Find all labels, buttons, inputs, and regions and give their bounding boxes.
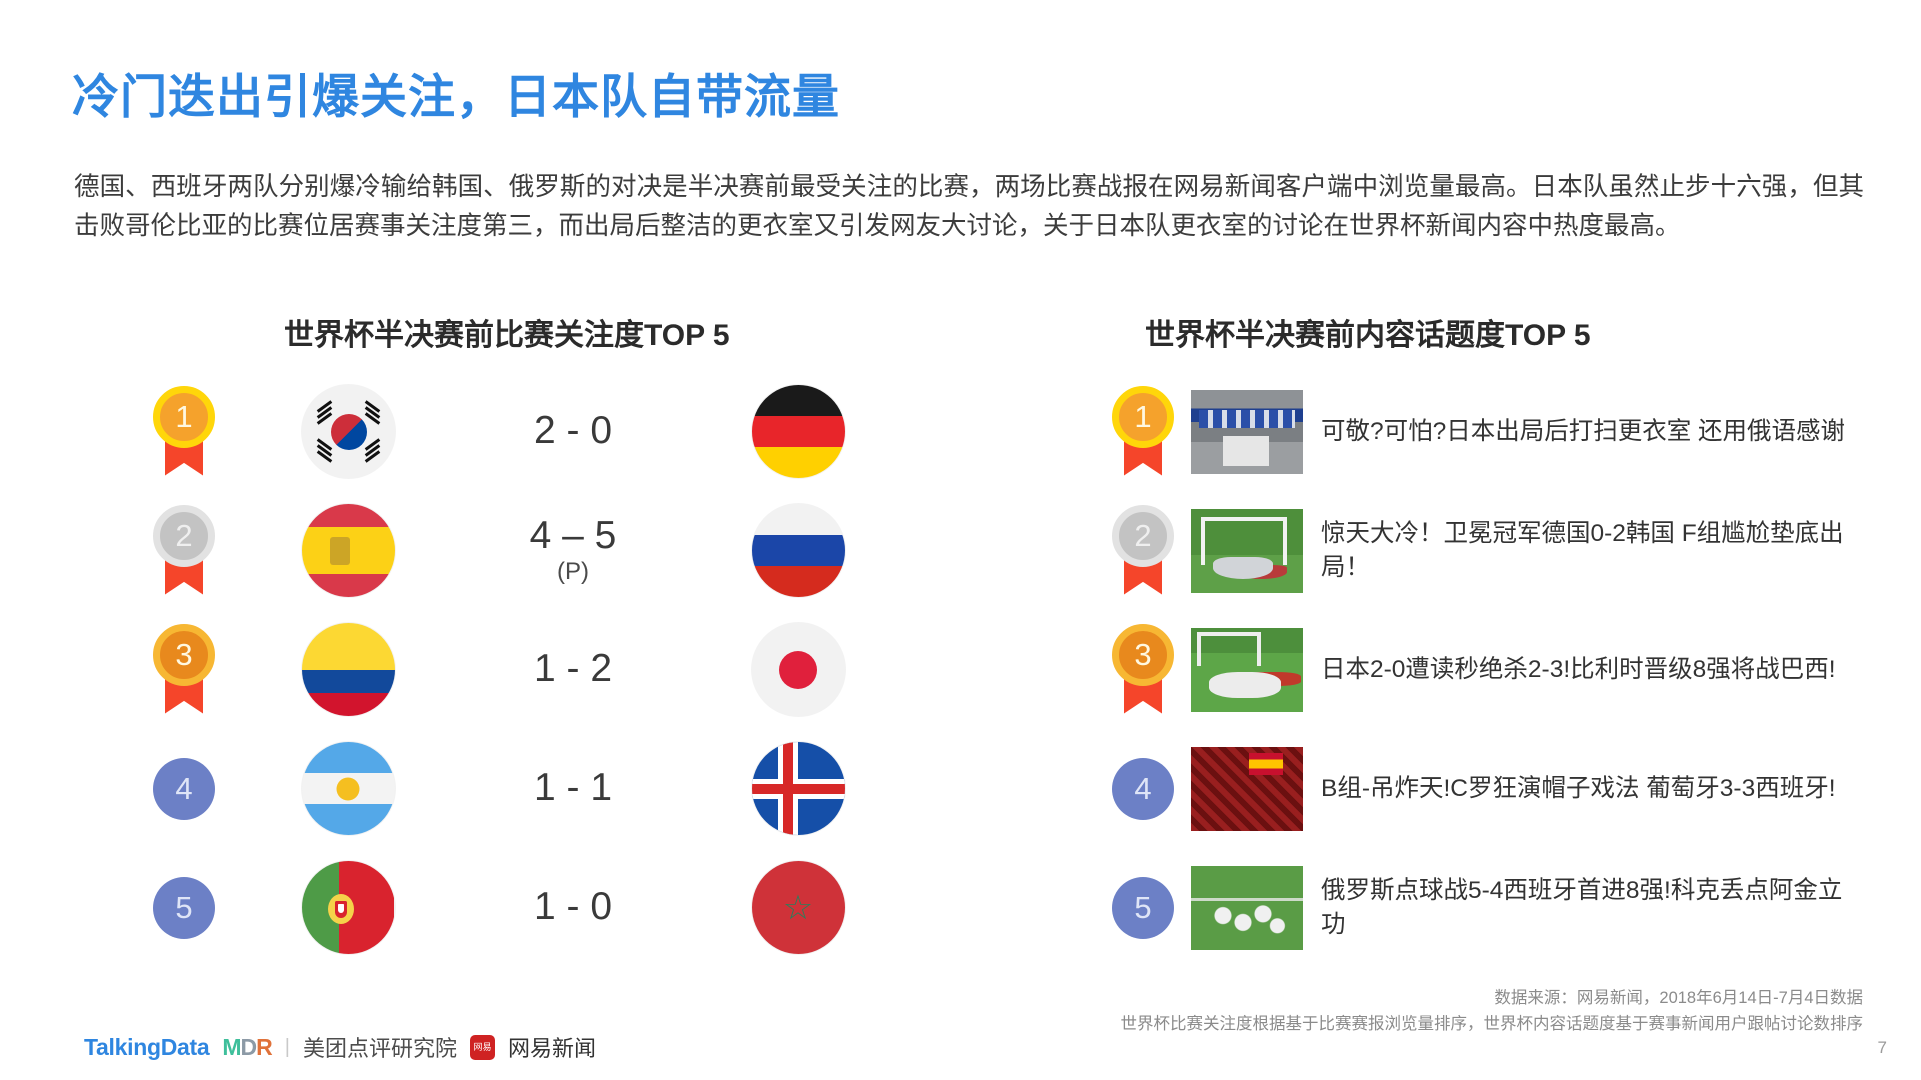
flag-russia-icon bbox=[751, 504, 845, 597]
footer-logos: TalkingData MDR | 美团点评研究院 网易 网易新闻 bbox=[84, 1031, 596, 1063]
netease-mark-icon: 网易 bbox=[470, 1034, 495, 1060]
section-heading-matches: 世界杯半决赛前比赛关注度TOP 5 bbox=[284, 319, 730, 352]
mdr-logo: MDR bbox=[222, 1033, 273, 1061]
away-flag-cell bbox=[698, 385, 898, 478]
flag-argentina-icon bbox=[301, 742, 395, 835]
news-thumbnail[interactable] bbox=[1191, 508, 1303, 593]
score-value: 1 - 1 bbox=[533, 766, 613, 810]
flag-colombia-icon bbox=[301, 623, 395, 716]
news-thumbnail[interactable] bbox=[1191, 627, 1303, 712]
rank-number: 3 bbox=[153, 623, 215, 686]
flag-iceland-icon bbox=[751, 742, 845, 835]
flag-spain-icon bbox=[301, 504, 395, 597]
rank-cell: 3 bbox=[120, 623, 248, 716]
intro-paragraph: 德国、西班牙两队分别爆冷输给韩国、俄罗斯的对决是半决赛前最受关注的比赛，两场比赛… bbox=[74, 173, 1864, 240]
news-row[interactable]: 5 俄罗斯点球战5-4西班牙首进8强!科克丢点阿金立功 bbox=[1095, 848, 1885, 967]
mdr-letter-d: D bbox=[240, 1033, 258, 1060]
rank-number: 2 bbox=[1112, 504, 1174, 567]
match-row: 5 1 - 0 ☆ bbox=[120, 848, 950, 967]
section-heading-news: 世界杯半决赛前内容话题度TOP 5 bbox=[1145, 319, 1591, 352]
rank-cell: 5 bbox=[120, 876, 248, 939]
rank-number: 3 bbox=[1112, 623, 1174, 686]
away-flag-cell bbox=[698, 742, 898, 835]
source-line-1: 数据来源：网易新闻，2018年6月14日-7月4日数据 bbox=[1494, 989, 1863, 1007]
news-row[interactable]: 3 日本2-0遭读秒绝杀2-3!比利时晋级8强将战巴西! bbox=[1095, 610, 1885, 729]
news-row[interactable]: 4 B组-吊炸天!C罗狂演帽子戏法 葡萄牙3-3西班牙! bbox=[1095, 729, 1885, 848]
medal-gold-icon: 1 bbox=[1112, 385, 1174, 478]
rank-number: 1 bbox=[1112, 385, 1174, 448]
match-row: 1 bbox=[120, 372, 950, 491]
rank-cell: 5 bbox=[1095, 876, 1191, 939]
news-row[interactable]: 1 可敬?可怕?日本出局后打扫更衣室 还用俄语感谢 bbox=[1095, 372, 1885, 491]
flag-portugal-icon bbox=[301, 861, 395, 954]
netease-news-logo: 网易新闻 bbox=[508, 1036, 597, 1061]
news-headline[interactable]: 惊天大冷！卫冕冠军德国0-2韩国 F组尴尬垫底出局！ bbox=[1321, 519, 1844, 581]
mdr-letter-m: M bbox=[222, 1033, 241, 1060]
meituan-research-logo: 美团点评研究院 bbox=[302, 1036, 457, 1061]
news-ranking-list: 1 可敬?可怕?日本出局后打扫更衣室 还用俄语感谢 2 惊天大冷！卫冕冠军德国0… bbox=[1095, 372, 1885, 967]
home-flag-cell bbox=[248, 385, 448, 478]
home-flag-cell bbox=[248, 504, 448, 597]
away-flag-cell bbox=[698, 504, 898, 597]
data-source-note: 数据来源：网易新闻，2018年6月14日-7月4日数据 世界杯比赛关注度根据基于… bbox=[1121, 985, 1864, 1037]
flag-morocco-icon: ☆ bbox=[751, 861, 845, 954]
rank-number: 1 bbox=[153, 385, 215, 448]
rank-cell: 2 bbox=[1095, 504, 1191, 597]
flag-korea-icon bbox=[301, 385, 395, 478]
score-cell: 1 - 0 bbox=[448, 885, 698, 929]
news-row[interactable]: 2 惊天大冷！卫冕冠军德国0-2韩国 F组尴尬垫底出局！ bbox=[1095, 491, 1885, 610]
rank-cell: 4 bbox=[120, 757, 248, 820]
score-value: 1 - 0 bbox=[533, 885, 613, 929]
away-flag-cell: ☆ bbox=[698, 861, 898, 954]
news-headline[interactable]: B组-吊炸天!C罗狂演帽子戏法 葡萄牙3-3西班牙! bbox=[1321, 774, 1836, 802]
medal-silver-icon: 2 bbox=[1112, 504, 1174, 597]
home-flag-cell bbox=[248, 861, 448, 954]
rank-cell: 4 bbox=[1095, 757, 1191, 820]
rank-badge: 4 bbox=[1112, 757, 1174, 820]
logo-separator: | bbox=[284, 1035, 290, 1058]
rank-cell: 1 bbox=[1095, 385, 1191, 478]
score-cell: 2 - 0 bbox=[448, 409, 698, 453]
medal-bronze-icon: 3 bbox=[153, 623, 215, 716]
score-value: 1 - 2 bbox=[533, 647, 613, 691]
news-headline[interactable]: 可敬?可怕?日本出局后打扫更衣室 还用俄语感谢 bbox=[1321, 417, 1846, 445]
source-line-2: 世界杯比赛关注度根据基于比赛赛报浏览量排序，世界杯内容话题度基于赛事新闻用户跟帖… bbox=[1120, 1015, 1864, 1033]
home-flag-cell bbox=[248, 623, 448, 716]
taeguk-symbol bbox=[330, 414, 367, 450]
rank-badge: 4 bbox=[153, 757, 215, 820]
medal-gold-icon: 1 bbox=[153, 385, 215, 478]
score-value: 4 – 5 bbox=[529, 514, 617, 558]
away-flag-cell bbox=[698, 623, 898, 716]
talkingdata-logo: TalkingData bbox=[84, 1033, 210, 1060]
rank-number: 2 bbox=[153, 504, 215, 567]
flag-germany-icon bbox=[751, 385, 845, 478]
score-cell: 1 - 1 bbox=[448, 766, 698, 810]
news-thumbnail[interactable] bbox=[1191, 746, 1303, 831]
match-row: 2 4 – 5 (P) bbox=[120, 491, 950, 610]
match-row: 4 1 - 1 bbox=[120, 729, 950, 848]
page-title: 冷门迭出引爆关注，日本队自带流量 bbox=[72, 70, 840, 123]
page-number: 7 bbox=[1877, 1038, 1887, 1057]
medal-bronze-icon: 3 bbox=[1112, 623, 1174, 716]
news-thumbnail[interactable] bbox=[1191, 865, 1303, 950]
news-headline[interactable]: 日本2-0遭读秒绝杀2-3!比利时晋级8强将战巴西! bbox=[1321, 655, 1836, 683]
score-value: 2 - 0 bbox=[533, 409, 613, 453]
mdr-letter-r: R bbox=[256, 1033, 273, 1060]
home-flag-cell bbox=[248, 742, 448, 835]
medal-silver-icon: 2 bbox=[153, 504, 215, 597]
rank-cell: 3 bbox=[1095, 623, 1191, 716]
match-ranking-list: 1 bbox=[120, 372, 950, 967]
match-row: 3 1 - 2 bbox=[120, 610, 950, 729]
rank-cell: 2 bbox=[120, 504, 248, 597]
rank-cell: 1 bbox=[120, 385, 248, 478]
score-cell: 4 – 5 (P) bbox=[448, 514, 698, 586]
flag-japan-icon bbox=[751, 623, 845, 716]
rank-badge: 5 bbox=[1112, 876, 1174, 939]
score-note: (P) bbox=[557, 558, 589, 586]
score-cell: 1 - 2 bbox=[448, 647, 698, 691]
rank-badge: 5 bbox=[153, 876, 215, 939]
news-headline[interactable]: 俄罗斯点球战5-4西班牙首进8强!科克丢点阿金立功 bbox=[1321, 876, 1843, 938]
news-thumbnail[interactable] bbox=[1191, 389, 1303, 474]
